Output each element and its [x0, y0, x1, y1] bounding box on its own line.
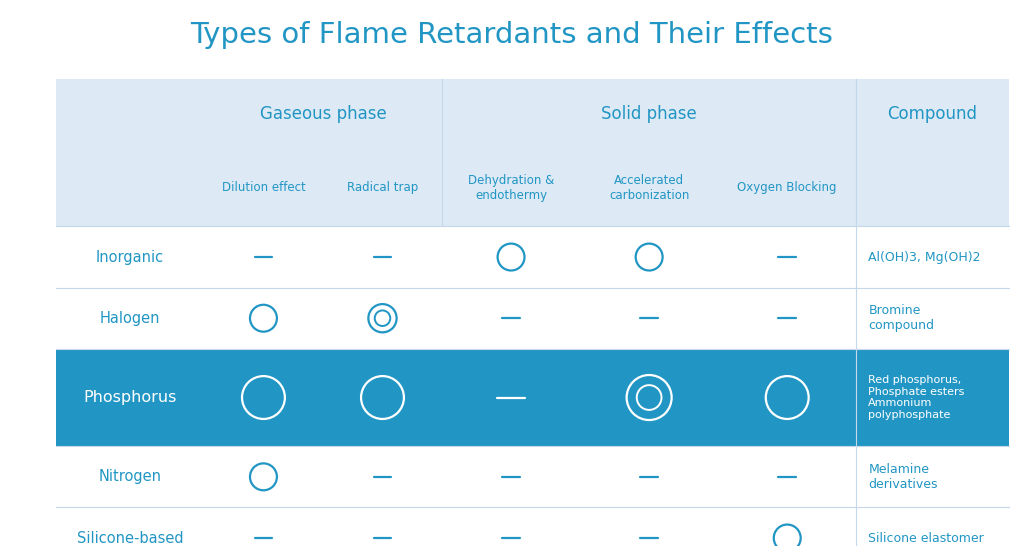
Text: Oxygen Blocking: Oxygen Blocking	[737, 181, 837, 194]
Text: Silicone-based: Silicone-based	[77, 531, 183, 545]
Text: Phosphorus: Phosphorus	[83, 390, 177, 405]
Text: Red phosphorus,
Phosphate esters
Ammonium
polyphosphate: Red phosphorus, Phosphate esters Ammoniu…	[868, 375, 965, 420]
Text: Bromine
compound: Bromine compound	[868, 304, 934, 332]
Bar	[56, 227, 1009, 288]
Text: Al(OH)3, Mg(OH)2: Al(OH)3, Mg(OH)2	[868, 251, 981, 264]
Text: Halogen: Halogen	[100, 311, 161, 326]
Text: Inorganic: Inorganic	[96, 250, 164, 265]
Text: Nitrogen: Nitrogen	[98, 470, 162, 484]
Text: Types of Flame Retardants and Their Effects: Types of Flame Retardants and Their Effe…	[190, 21, 834, 50]
Bar	[56, 446, 1009, 507]
Bar	[56, 79, 1009, 227]
Text: Melamine
derivatives: Melamine derivatives	[868, 463, 938, 491]
Bar	[56, 349, 1009, 446]
Text: Gaseous phase: Gaseous phase	[260, 105, 386, 123]
Text: Dehydration &
endothermy: Dehydration & endothermy	[468, 174, 554, 202]
Text: Radical trap: Radical trap	[347, 181, 418, 194]
Text: Solid phase: Solid phase	[601, 105, 697, 123]
Bar	[56, 288, 1009, 349]
Text: Compound: Compound	[888, 105, 978, 123]
Bar	[56, 507, 1009, 546]
Text: Silicone elastomer: Silicone elastomer	[868, 531, 984, 544]
Text: Accelerated
carbonization: Accelerated carbonization	[609, 174, 689, 202]
Text: Dilution effect: Dilution effect	[221, 181, 305, 194]
